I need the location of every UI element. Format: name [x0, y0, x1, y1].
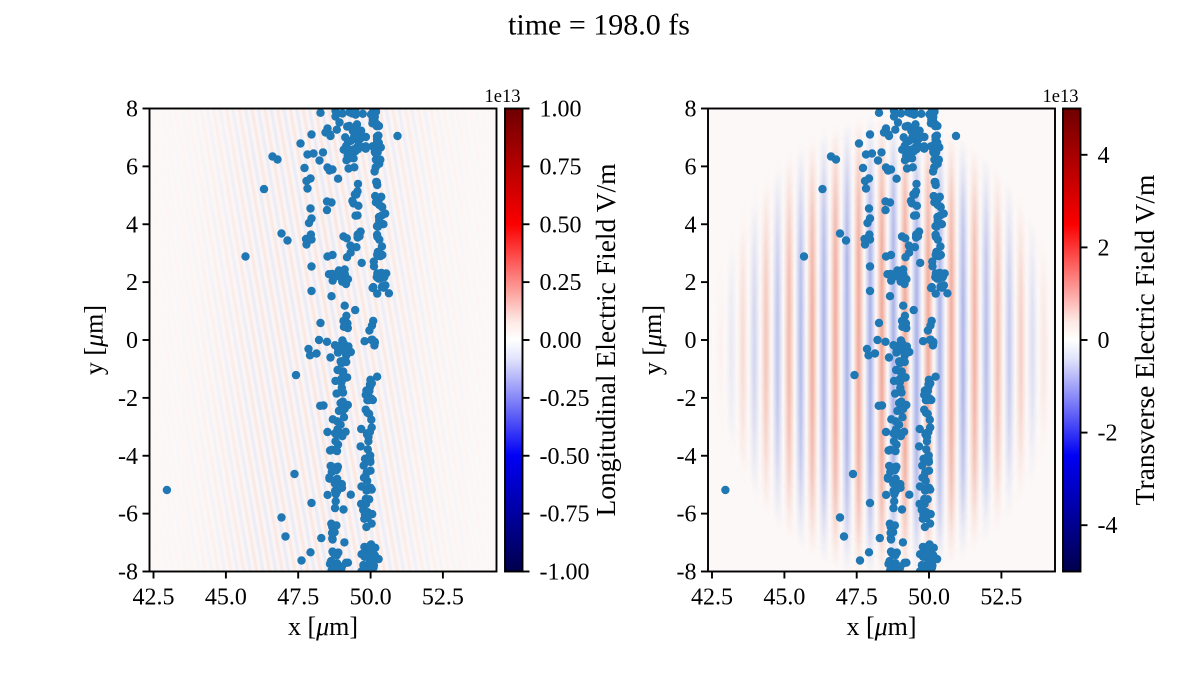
svg-text:Longitudinal Electric Field V/: Longitudinal Electric Field V/m [590, 163, 621, 516]
svg-text:2: 2 [126, 270, 138, 296]
svg-text:4: 4 [1098, 143, 1110, 169]
svg-text:-0.50: -0.50 [540, 444, 590, 470]
svg-text:-8: -8 [118, 560, 138, 586]
svg-text:0.00: 0.00 [540, 328, 582, 354]
svg-text:52.5: 52.5 [422, 585, 464, 611]
svg-text:-4: -4 [677, 444, 697, 470]
svg-text:6: 6 [126, 154, 138, 180]
svg-text:2: 2 [685, 270, 697, 296]
svg-text:47.5: 47.5 [277, 585, 319, 611]
svg-text:8: 8 [685, 97, 697, 123]
svg-text:0: 0 [1098, 328, 1110, 354]
svg-text:47.5: 47.5 [836, 585, 878, 611]
svg-text:50.0: 50.0 [350, 585, 392, 611]
svg-text:1e13: 1e13 [1043, 87, 1079, 107]
svg-text:-1.00: -1.00 [540, 560, 590, 586]
svg-text:x [μm]: x [μm] [846, 612, 916, 641]
svg-text:-6: -6 [677, 502, 697, 528]
svg-text:50.0: 50.0 [908, 585, 950, 611]
svg-text:-4: -4 [118, 444, 138, 470]
svg-text:1.00: 1.00 [540, 97, 582, 123]
svg-text:-0.25: -0.25 [540, 386, 590, 412]
svg-text:y [μm]: y [μm] [638, 305, 667, 375]
svg-text:4: 4 [685, 212, 697, 238]
svg-text:42.5: 42.5 [133, 585, 175, 611]
svg-text:-2: -2 [677, 386, 697, 412]
svg-text:y [μm]: y [μm] [80, 305, 109, 375]
svg-text:time = 198.0 fs: time = 198.0 fs [508, 9, 690, 42]
svg-text:2: 2 [1098, 235, 1110, 261]
svg-text:0.75: 0.75 [540, 154, 582, 180]
svg-text:-6: -6 [118, 502, 138, 528]
svg-text:-0.75: -0.75 [540, 502, 590, 528]
svg-text:45.0: 45.0 [205, 585, 247, 611]
svg-text:45.0: 45.0 [763, 585, 805, 611]
svg-text:0.50: 0.50 [540, 212, 582, 238]
svg-text:-8: -8 [677, 560, 697, 586]
svg-text:42.5: 42.5 [691, 585, 733, 611]
svg-text:8: 8 [126, 97, 138, 123]
svg-text:-2: -2 [118, 386, 138, 412]
svg-text:6: 6 [685, 154, 697, 180]
svg-text:4: 4 [126, 212, 138, 238]
svg-text:1e13: 1e13 [485, 87, 521, 107]
svg-text:Transverse Electric Field V/m: Transverse Electric Field V/m [1129, 175, 1160, 506]
svg-text:0: 0 [126, 328, 138, 354]
svg-text:52.5: 52.5 [980, 585, 1022, 611]
svg-text:-4: -4 [1098, 513, 1118, 539]
svg-text:0: 0 [685, 328, 697, 354]
svg-text:x [μm]: x [μm] [288, 612, 358, 641]
svg-text:0.25: 0.25 [540, 270, 582, 296]
svg-text:-2: -2 [1098, 421, 1118, 447]
